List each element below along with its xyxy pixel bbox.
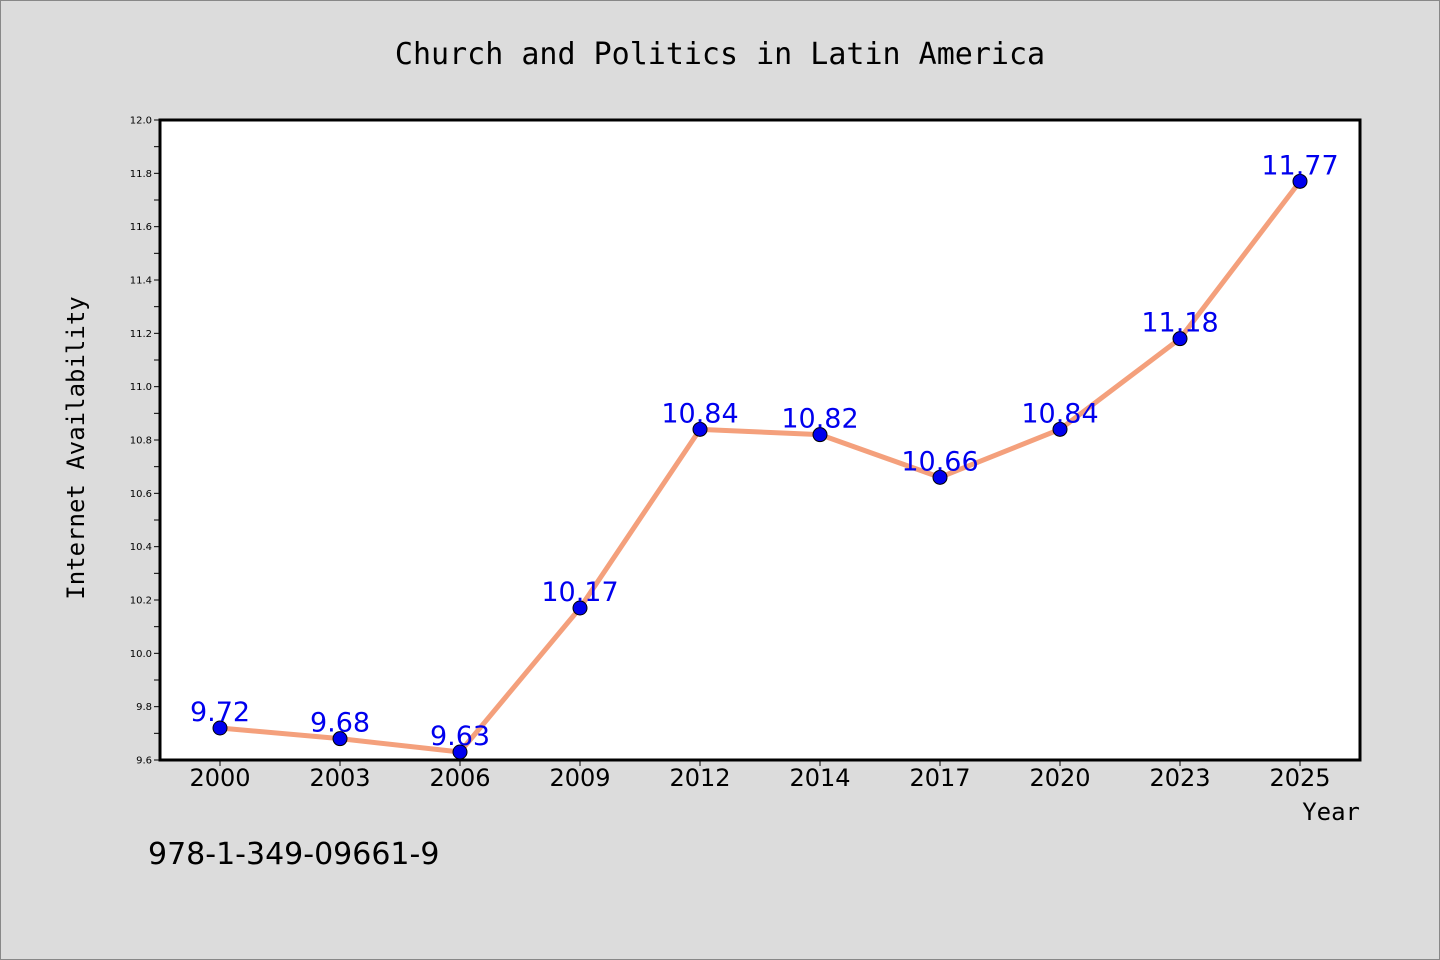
data-label: 9.63 xyxy=(430,721,490,752)
data-point xyxy=(1292,173,1308,189)
data-label: 9.72 xyxy=(190,697,250,728)
y-tick-label: 12.0 xyxy=(130,116,152,127)
series-line xyxy=(217,178,1303,755)
y-tick-label: 11.6 xyxy=(130,222,152,233)
isbn-text: 978-1-349-09661-9 xyxy=(148,837,439,872)
plot-area xyxy=(158,118,1362,762)
x-axis-label: Year xyxy=(1302,798,1360,826)
data-label: 11.18 xyxy=(1141,308,1218,339)
data-point xyxy=(332,731,348,747)
data-label: 11.77 xyxy=(1261,150,1338,181)
y-tick-label: 9.6 xyxy=(136,756,152,767)
chart-title: Church and Politics in Latin America xyxy=(395,37,1045,72)
x-axis-ticks: 2000 2003 2006 2009 2012 2014 2017 2020 2023 2025 xyxy=(189,760,1331,792)
data-point xyxy=(212,720,228,736)
x-tick-label: 2023 xyxy=(1149,764,1210,792)
x-tick-label: 2025 xyxy=(1269,764,1330,792)
y-tick-label: 10.6 xyxy=(130,489,152,500)
data-point xyxy=(812,427,828,443)
data-label: 10.84 xyxy=(1021,398,1098,429)
y-tick-label: 11.4 xyxy=(130,276,152,287)
data-point xyxy=(572,600,588,616)
y-tick-label: 9.8 xyxy=(136,702,152,713)
y-axis-label: Internet Availability xyxy=(62,296,90,599)
x-tick-label: 2006 xyxy=(429,764,490,792)
data-label: 10.66 xyxy=(901,446,978,477)
y-tick-label: 10.2 xyxy=(130,596,152,607)
y-tick-label: 10.8 xyxy=(130,436,152,447)
data-point xyxy=(452,744,468,760)
y-tick-label: 10.0 xyxy=(130,649,152,660)
data-point xyxy=(932,469,948,485)
data-point xyxy=(1052,421,1068,437)
x-tick-label: 2009 xyxy=(549,764,610,792)
y-tick-label: 11.2 xyxy=(130,329,152,340)
data-label: 10.82 xyxy=(781,404,858,435)
data-markers xyxy=(212,173,1308,760)
x-tick-label: 2020 xyxy=(1029,764,1090,792)
x-tick-label: 2000 xyxy=(189,764,250,792)
data-point xyxy=(1172,331,1188,347)
data-label: 10.17 xyxy=(541,577,618,608)
y-tick-label: 11.0 xyxy=(130,382,152,393)
y-tick-label: 10.4 xyxy=(130,542,152,553)
data-label: 9.68 xyxy=(310,708,370,739)
data-label: 10.84 xyxy=(661,398,738,429)
y-axis-ticks: 9.6 9.8 10.0 10.2 10.4 10.6 10.8 11.0 11.2 11.4 11… xyxy=(130,116,160,767)
x-tick-label: 2014 xyxy=(789,764,850,792)
data-point xyxy=(692,421,708,437)
x-tick-label: 2017 xyxy=(909,764,970,792)
x-tick-label: 2012 xyxy=(669,764,730,792)
x-tick-label: 2003 xyxy=(309,764,370,792)
data-labels: 9.72 9.68 9.63 10.17 10.84 10.82 10.66 10.84 11.… xyxy=(190,150,1339,752)
y-tick-label: 11.8 xyxy=(130,169,152,180)
